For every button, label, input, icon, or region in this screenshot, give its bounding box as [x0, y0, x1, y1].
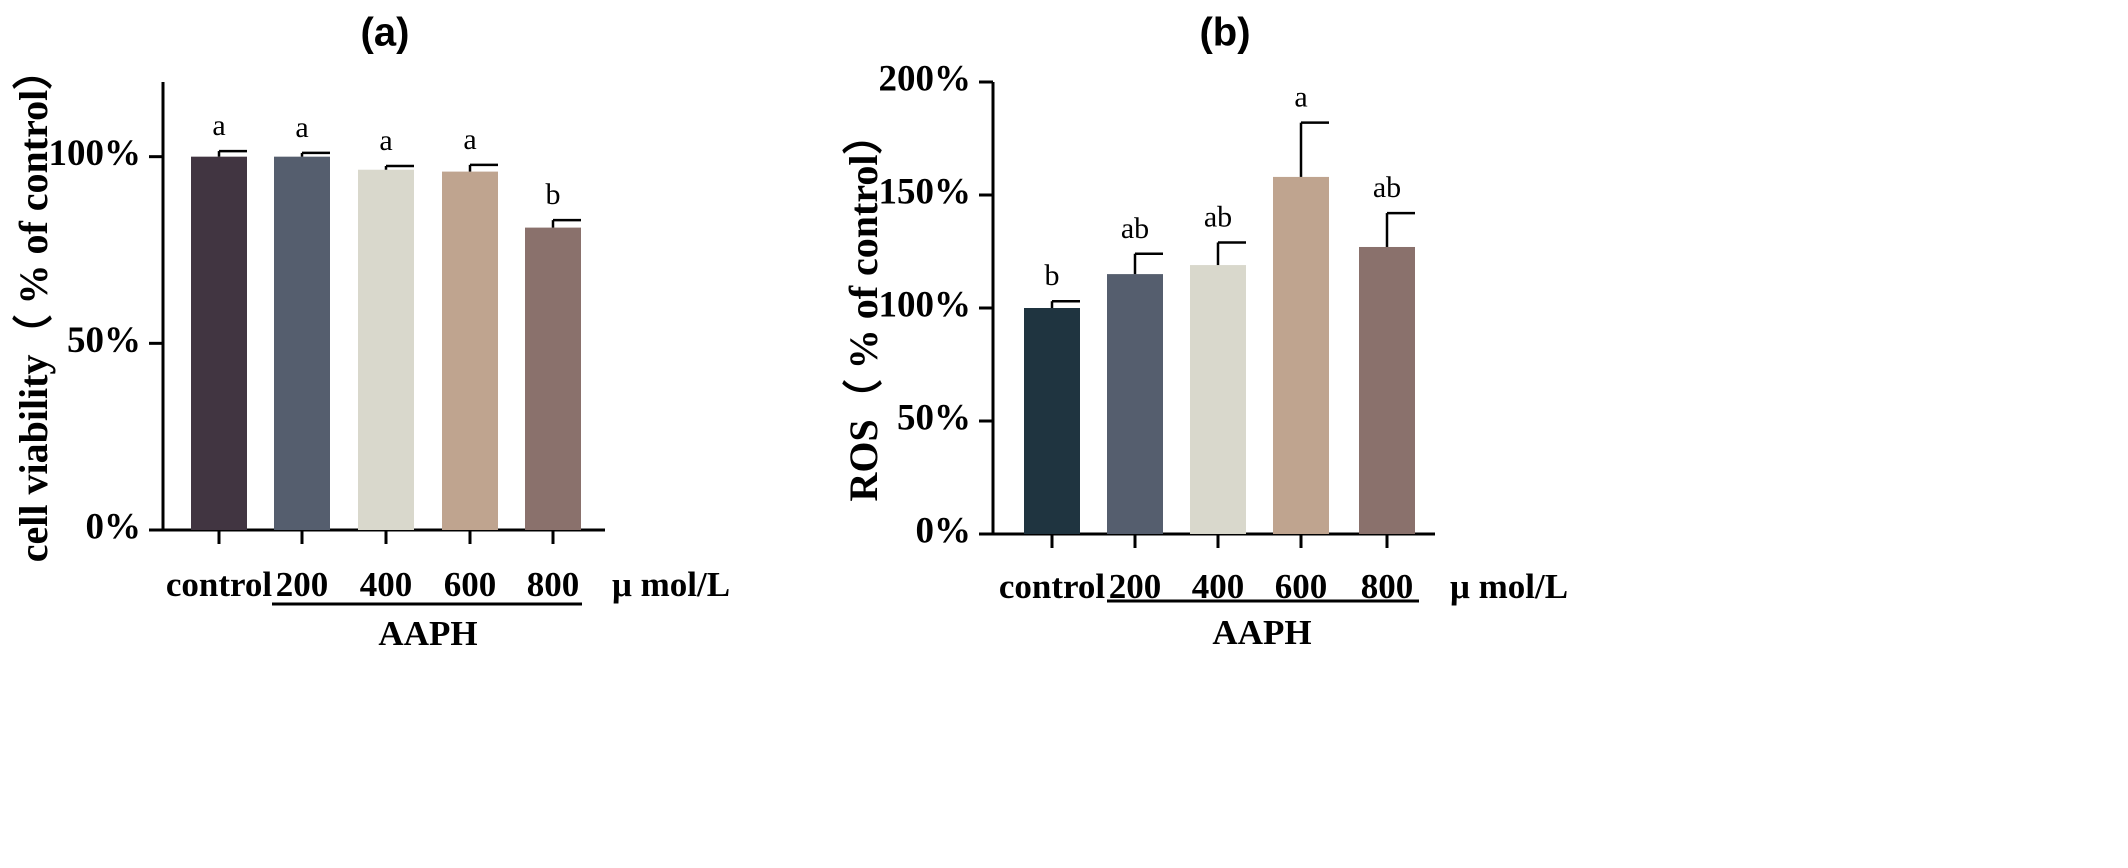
- bar: [191, 156, 247, 530]
- significance-label: a: [379, 124, 392, 157]
- category-label: 800: [527, 565, 580, 604]
- significance-label: a: [295, 111, 308, 144]
- bar: [525, 227, 581, 530]
- panel-a-cell-viability: (a) cell viability（ % of control） 0% 50% 100…: [11, 11, 730, 653]
- y-tick-label: 100%: [879, 284, 972, 325]
- category-label: 200: [276, 565, 329, 604]
- y-axis-title: ROS（ % of control）: [841, 114, 886, 501]
- significance-label: b: [1045, 259, 1060, 292]
- significance-label: a: [212, 109, 225, 142]
- category-label: control: [166, 565, 273, 604]
- y-tick-label: 200%: [879, 58, 972, 99]
- significance-label: ab: [1204, 200, 1232, 233]
- unit-label: μ mol/L: [1450, 567, 1568, 606]
- significance-label: a: [463, 123, 476, 156]
- bar: [1273, 176, 1329, 535]
- bar: [274, 156, 330, 530]
- panel-b-ros: (b) ROS（ % of control） 0% 50% 100% 150% 200% b c…: [841, 11, 1568, 652]
- bar: [1359, 246, 1415, 535]
- y-tick-label: 100%: [49, 133, 142, 174]
- bar: [1024, 308, 1080, 534]
- y-tick-label: 150%: [879, 171, 972, 212]
- y-tick-label: 0%: [86, 506, 142, 547]
- panel-title: (a): [361, 11, 410, 55]
- group-label: AAPH: [1212, 613, 1311, 652]
- significance-label: ab: [1121, 212, 1149, 245]
- category-label: 600: [444, 565, 497, 604]
- y-tick-label: 50%: [67, 320, 141, 361]
- y-axis-title: cell viability（ % of control）: [11, 50, 56, 563]
- bar: [442, 171, 498, 530]
- significance-label: a: [1294, 81, 1307, 114]
- y-tick-label: 50%: [897, 397, 971, 438]
- y-tick-label: 0%: [916, 510, 972, 551]
- significance-label: ab: [1373, 171, 1401, 204]
- category-label: 400: [360, 565, 413, 604]
- category-label: control: [999, 567, 1106, 606]
- bar: [358, 169, 414, 530]
- bar: [1190, 265, 1246, 534]
- unit-label: μ mol/L: [612, 565, 730, 604]
- panel-title: (b): [1199, 11, 1250, 55]
- bar: [1107, 274, 1163, 534]
- significance-label: b: [546, 178, 561, 211]
- group-label: AAPH: [378, 614, 477, 653]
